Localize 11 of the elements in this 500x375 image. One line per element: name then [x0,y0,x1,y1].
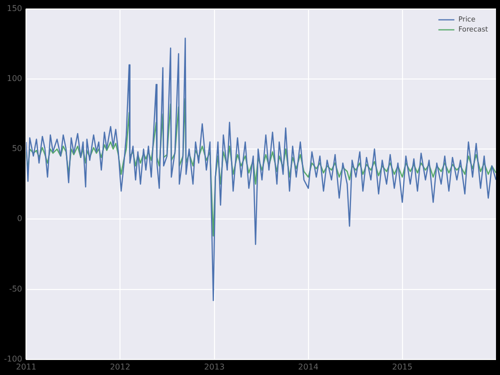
x-tick-label: 2015 [392,362,412,372]
y-tick-label: -50 [9,284,22,294]
x-tick-label: 2012 [110,362,130,372]
y-tick-label: 50 [12,144,22,154]
x-tick-label: 2014 [298,362,318,372]
x-tick-label: 2013 [204,362,225,372]
y-tick-label: 0 [17,214,22,224]
y-tick-label: -100 [4,354,22,364]
y-tick-label: 100 [6,74,22,83]
y-tick-label: 150 [6,4,22,13]
x-tick-label: 2011 [16,362,36,372]
